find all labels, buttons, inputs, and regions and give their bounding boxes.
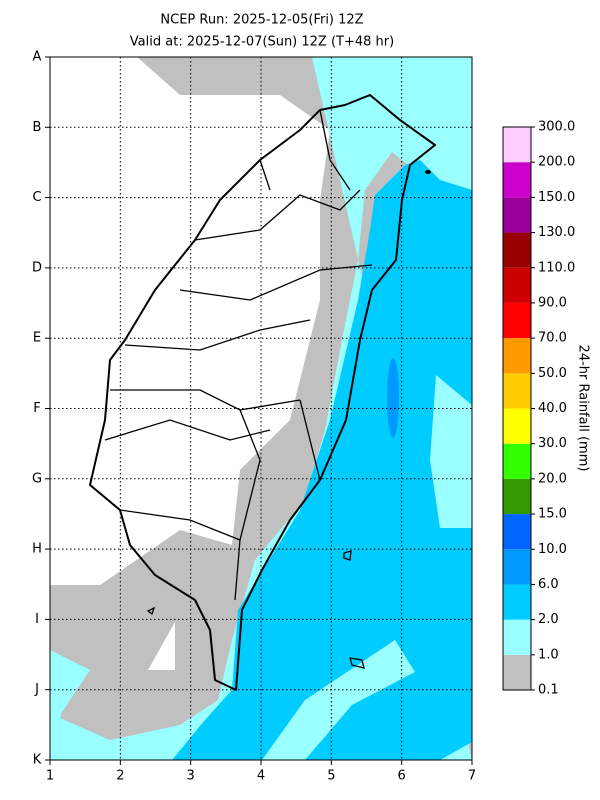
colorbar-swatch [503,302,531,339]
colorbar-tick-label: 1.0 [538,647,559,662]
colorbar-tick-label: 130.0 [538,225,575,240]
title-line: Valid at: 2025-12-07(Sun) 12Z (T+48 hr) [130,35,394,50]
rain-shading [50,590,215,732]
colorbar-swatch [503,162,531,198]
colorbar-tick-label: 2.0 [538,612,559,627]
column-label: 1 [46,769,54,784]
rain-shading [262,640,415,760]
rain-shading [172,160,472,760]
row-label: J [34,682,39,697]
row-label: I [35,612,39,627]
colorbar-swatch [503,127,531,163]
column-label: 5 [327,769,335,784]
colorbar-tick-label: 40.0 [538,401,567,416]
colorbar-tick-label: 10.0 [538,542,567,557]
colorbar-swatch [503,338,531,374]
colorbar-tick-label: 20.0 [538,471,567,486]
no-rain-area [148,622,175,670]
colorbar-tick-label: 0.1 [538,683,559,698]
colorbar-swatch [503,197,531,233]
county-boundary [104,109,373,601]
colorbar-swatch [503,232,531,268]
colorbar-tick-label: 300.0 [538,120,575,135]
colorbar-swatch [503,408,531,444]
row-label: A [33,50,42,65]
island [425,170,431,174]
colorbar-swatch [503,514,531,550]
colorbar-swatch [503,373,531,409]
colorbar: 0.1 1.0 2.0 6.0 10.0 15.0 20.0 30.0 40.0 50.0 70.0… [502,120,575,698]
map [45,56,473,765]
colorbar-swatch [503,584,531,620]
colorbar-tick-label: 6.0 [538,577,559,592]
column-label: 2 [116,769,124,784]
row-label: H [32,542,42,557]
row-label: B [33,120,42,135]
row-label: D [32,260,42,275]
column-label: 6 [398,769,406,784]
rain-shading [387,358,399,438]
colorbar-tick-label: 200.0 [538,155,575,170]
colorbar-tick-label: 150.0 [538,190,575,205]
colorbar-tick-label: 30.0 [538,436,567,451]
colorbar-label: 24-hr Rainfall (mm) [576,345,591,472]
colorbar-swatch [503,654,531,690]
row-label: F [33,401,40,416]
colorbar-tick-label: 110.0 [538,260,575,275]
column-label: 3 [187,769,195,784]
island [146,550,365,669]
colorbar-swatch [503,619,531,655]
colorbar-tick-label: 70.0 [538,331,567,346]
colorbar-swatch [503,478,531,515]
colorbar-swatch [503,267,531,303]
colorbar-swatch [503,549,531,585]
coastline [89,94,436,691]
row-label: C [32,190,41,205]
column-label: 4 [257,769,265,784]
colorbar-swatch [503,443,531,479]
title-line: NCEP Run: 2025-12-05(Fri) 12Z [160,13,363,28]
colorbar-tick-label: 15.0 [538,507,567,522]
colorbar-tick-label: 50.0 [538,366,567,381]
colorbar-tick-label: 90.0 [538,295,567,310]
map-frame [49,56,473,761]
row-label: K [33,753,42,768]
row-label: G [32,471,42,486]
row-label: E [33,331,41,346]
rain-shading [430,375,472,528]
column-label: 7 [468,769,476,784]
